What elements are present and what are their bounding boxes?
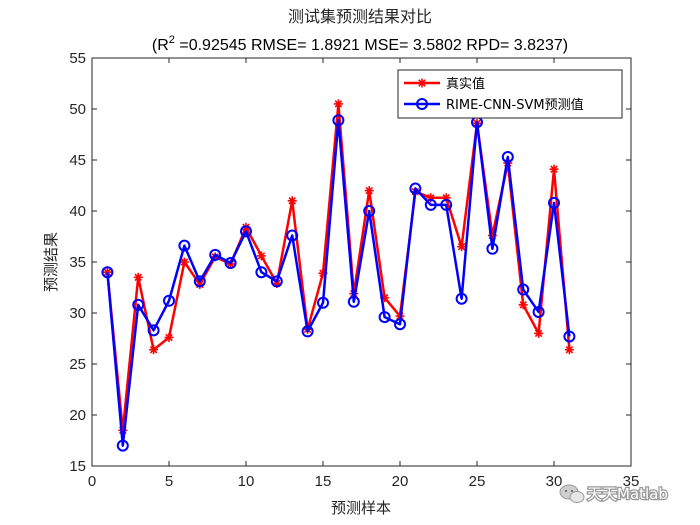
data-point xyxy=(240,225,252,238)
data-point xyxy=(149,345,159,355)
x-tick-label: 10 xyxy=(238,473,255,490)
data-point xyxy=(163,294,175,307)
data-point xyxy=(333,99,343,109)
data-point xyxy=(224,257,237,270)
data-point xyxy=(164,332,174,342)
data-point xyxy=(332,114,345,127)
data-point xyxy=(457,242,467,252)
series-line xyxy=(106,118,571,447)
data-point xyxy=(317,296,329,309)
x-tick-label: 5 xyxy=(165,473,173,490)
data-point xyxy=(518,300,528,310)
data-point xyxy=(286,229,299,242)
x-tick-label: 0 xyxy=(88,473,96,490)
data-point xyxy=(147,324,160,337)
legend: 真实值 RIME-CNN-SVM预测值 xyxy=(397,69,623,119)
data-point xyxy=(532,305,545,318)
wechat-icon xyxy=(559,484,585,503)
series-layer xyxy=(101,99,576,452)
x-tick-label: 35 xyxy=(623,473,640,490)
legend-label-pred: RIME-CNN-SVM预测值 xyxy=(446,97,584,113)
legend-marker-true xyxy=(417,78,427,88)
x-tick-label: 15 xyxy=(315,473,332,490)
data-point xyxy=(549,164,559,174)
watermark: 天天Matlab xyxy=(559,484,669,504)
data-point xyxy=(193,275,206,288)
data-point xyxy=(101,266,114,279)
x-tick-label: 20 xyxy=(392,473,409,490)
data-point xyxy=(501,150,514,163)
data-point xyxy=(378,311,391,324)
x-axis-label: 预测样本 xyxy=(331,499,391,517)
y-tick-label: 55 xyxy=(69,50,86,67)
x-tick-label: 30 xyxy=(546,473,563,490)
chart-title: 测试集预测结果对比 xyxy=(288,7,432,26)
y-axis-label: 预测结果 xyxy=(42,232,60,292)
data-point xyxy=(455,292,468,305)
data-point xyxy=(486,242,499,255)
data-point xyxy=(209,248,222,261)
y-tick-label: 45 xyxy=(69,152,86,169)
data-point xyxy=(301,325,314,338)
data-point xyxy=(270,275,283,288)
data-point xyxy=(394,318,406,331)
data-point xyxy=(363,205,376,217)
y-tick-label: 40 xyxy=(69,203,86,220)
series-1 xyxy=(101,114,576,452)
y-tick-label: 20 xyxy=(69,407,86,424)
axis-ticks: 0 5 10 15 20 25 30 35 15 20 25 30 35 40 45 50 55 xyxy=(69,50,639,490)
x-tick-label: 25 xyxy=(469,473,486,490)
data-point xyxy=(364,186,374,196)
data-point xyxy=(132,298,145,311)
y-tick-label: 30 xyxy=(69,305,86,322)
legend-box xyxy=(397,69,623,119)
data-point xyxy=(548,196,560,209)
data-point xyxy=(564,345,574,355)
y-tick-label: 15 xyxy=(69,458,86,475)
data-point xyxy=(563,330,576,343)
y-tick-label: 35 xyxy=(69,254,86,271)
data-point xyxy=(178,239,191,252)
chart-subtitle: (R2 =0.92545 RMSE= 1.8921 MSE= 3.5802 RP… xyxy=(152,34,568,54)
data-point xyxy=(287,196,297,206)
data-point xyxy=(116,439,129,452)
data-point xyxy=(424,198,437,211)
data-point xyxy=(347,295,360,308)
data-point xyxy=(409,182,422,195)
data-point xyxy=(517,283,530,296)
data-point xyxy=(179,257,189,267)
data-point xyxy=(133,272,143,282)
y-tick-label: 50 xyxy=(69,101,86,118)
data-point xyxy=(440,198,453,211)
data-point xyxy=(256,251,266,261)
legend-label-true: 真实值 xyxy=(446,76,485,92)
data-point xyxy=(255,266,268,279)
legend-marker-pred xyxy=(416,98,428,110)
watermark-text: 天天Matlab xyxy=(587,485,668,503)
y-tick-label: 25 xyxy=(69,356,86,373)
data-point xyxy=(534,328,544,338)
